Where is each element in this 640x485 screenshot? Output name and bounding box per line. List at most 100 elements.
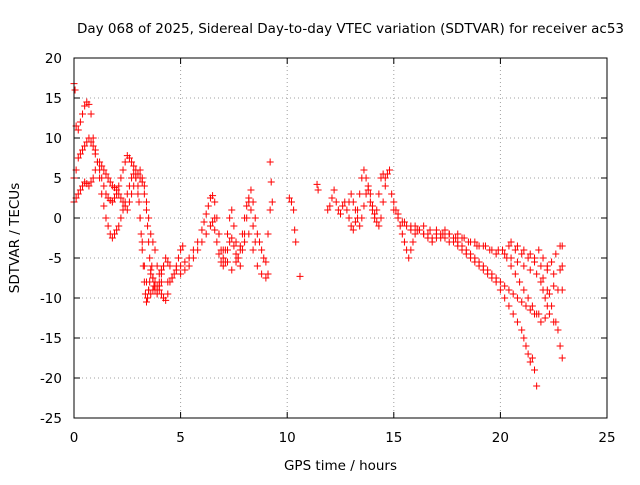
data-point xyxy=(296,272,304,280)
data-point xyxy=(548,258,556,266)
data-point xyxy=(136,214,144,222)
data-point xyxy=(71,86,79,94)
data-point xyxy=(373,218,381,226)
y-tick-label: -15 xyxy=(40,331,62,347)
data-point xyxy=(245,230,253,238)
data-point xyxy=(398,230,406,238)
data-point xyxy=(441,234,449,242)
data-series-trace-a xyxy=(70,80,187,304)
data-point xyxy=(513,294,521,302)
y-tick-label: 5 xyxy=(53,171,62,187)
data-point xyxy=(147,230,155,238)
data-series-trace-q xyxy=(537,278,566,310)
data-series-trace-c xyxy=(70,158,168,278)
data-point xyxy=(206,222,214,230)
data-point xyxy=(531,366,539,374)
data-point xyxy=(524,254,532,262)
data-point xyxy=(134,190,142,198)
data-point xyxy=(115,182,123,190)
data-point xyxy=(253,230,261,238)
data-point xyxy=(91,150,99,158)
data-point xyxy=(528,302,536,310)
data-point xyxy=(366,190,374,198)
data-point xyxy=(177,246,185,254)
data-point xyxy=(488,274,496,282)
data-point xyxy=(556,342,564,350)
data-point xyxy=(330,186,338,194)
data-series-trace-d xyxy=(134,182,165,306)
data-point xyxy=(347,222,355,230)
data-point xyxy=(371,210,379,218)
y-tick-label: -5 xyxy=(49,251,62,267)
data-point xyxy=(102,170,110,178)
data-point xyxy=(251,238,259,246)
data-point xyxy=(226,238,234,246)
data-point xyxy=(247,206,255,214)
data-point xyxy=(445,230,453,238)
data-point xyxy=(343,206,351,214)
data-point xyxy=(215,250,223,258)
data-point xyxy=(396,222,404,230)
data-point xyxy=(513,242,521,250)
data-point xyxy=(492,278,500,286)
data-point xyxy=(139,262,147,270)
data-point xyxy=(258,246,266,254)
y-tick-label: -25 xyxy=(40,411,62,427)
data-point xyxy=(326,202,334,210)
data-point xyxy=(245,194,253,202)
data-point xyxy=(394,210,402,218)
data-point xyxy=(424,230,432,238)
data-point xyxy=(375,190,383,198)
chart-title: Day 068 of 2025, Sidereal Day-to-day VTE… xyxy=(77,21,624,37)
data-point xyxy=(545,290,553,298)
data-point xyxy=(113,186,121,194)
data-point xyxy=(232,250,240,258)
data-point xyxy=(347,190,355,198)
data-point xyxy=(151,286,159,294)
data-point xyxy=(170,270,178,278)
data-point xyxy=(155,270,163,278)
data-point xyxy=(108,234,116,242)
data-point xyxy=(337,210,344,218)
data-series-trace-j xyxy=(345,166,394,230)
data-point xyxy=(194,246,202,254)
data-series-trace-h xyxy=(266,158,322,280)
data-point xyxy=(79,110,87,118)
data-point xyxy=(157,278,165,286)
data-series-trace-m xyxy=(400,218,566,362)
data-series-trace-i xyxy=(324,166,389,234)
data-point xyxy=(407,222,415,230)
data-point xyxy=(241,214,249,222)
data-point xyxy=(211,214,219,222)
data-point xyxy=(204,202,212,210)
data-point xyxy=(545,310,553,318)
data-point xyxy=(328,194,336,202)
data-point xyxy=(356,222,364,230)
data-point xyxy=(100,202,108,210)
data-point xyxy=(125,198,133,206)
data-point xyxy=(492,250,500,258)
data-point xyxy=(198,238,206,246)
data-point xyxy=(375,222,383,230)
data-point xyxy=(520,286,528,294)
data-point xyxy=(520,262,528,270)
data-point xyxy=(179,242,187,250)
data-point xyxy=(400,218,408,226)
data-point xyxy=(520,334,528,342)
data-point xyxy=(537,262,545,270)
data-point xyxy=(539,274,547,282)
data-point xyxy=(149,274,157,282)
data-point xyxy=(160,262,168,270)
data-point xyxy=(142,198,150,206)
data-point xyxy=(162,254,170,262)
data-point xyxy=(268,198,276,206)
data-point xyxy=(164,258,172,266)
data-point xyxy=(535,246,543,254)
data-point xyxy=(351,206,359,214)
data-point xyxy=(409,238,417,246)
y-tick-label: 10 xyxy=(45,131,62,147)
data-point xyxy=(539,286,547,294)
data-point xyxy=(76,150,84,158)
data-point xyxy=(511,246,519,254)
